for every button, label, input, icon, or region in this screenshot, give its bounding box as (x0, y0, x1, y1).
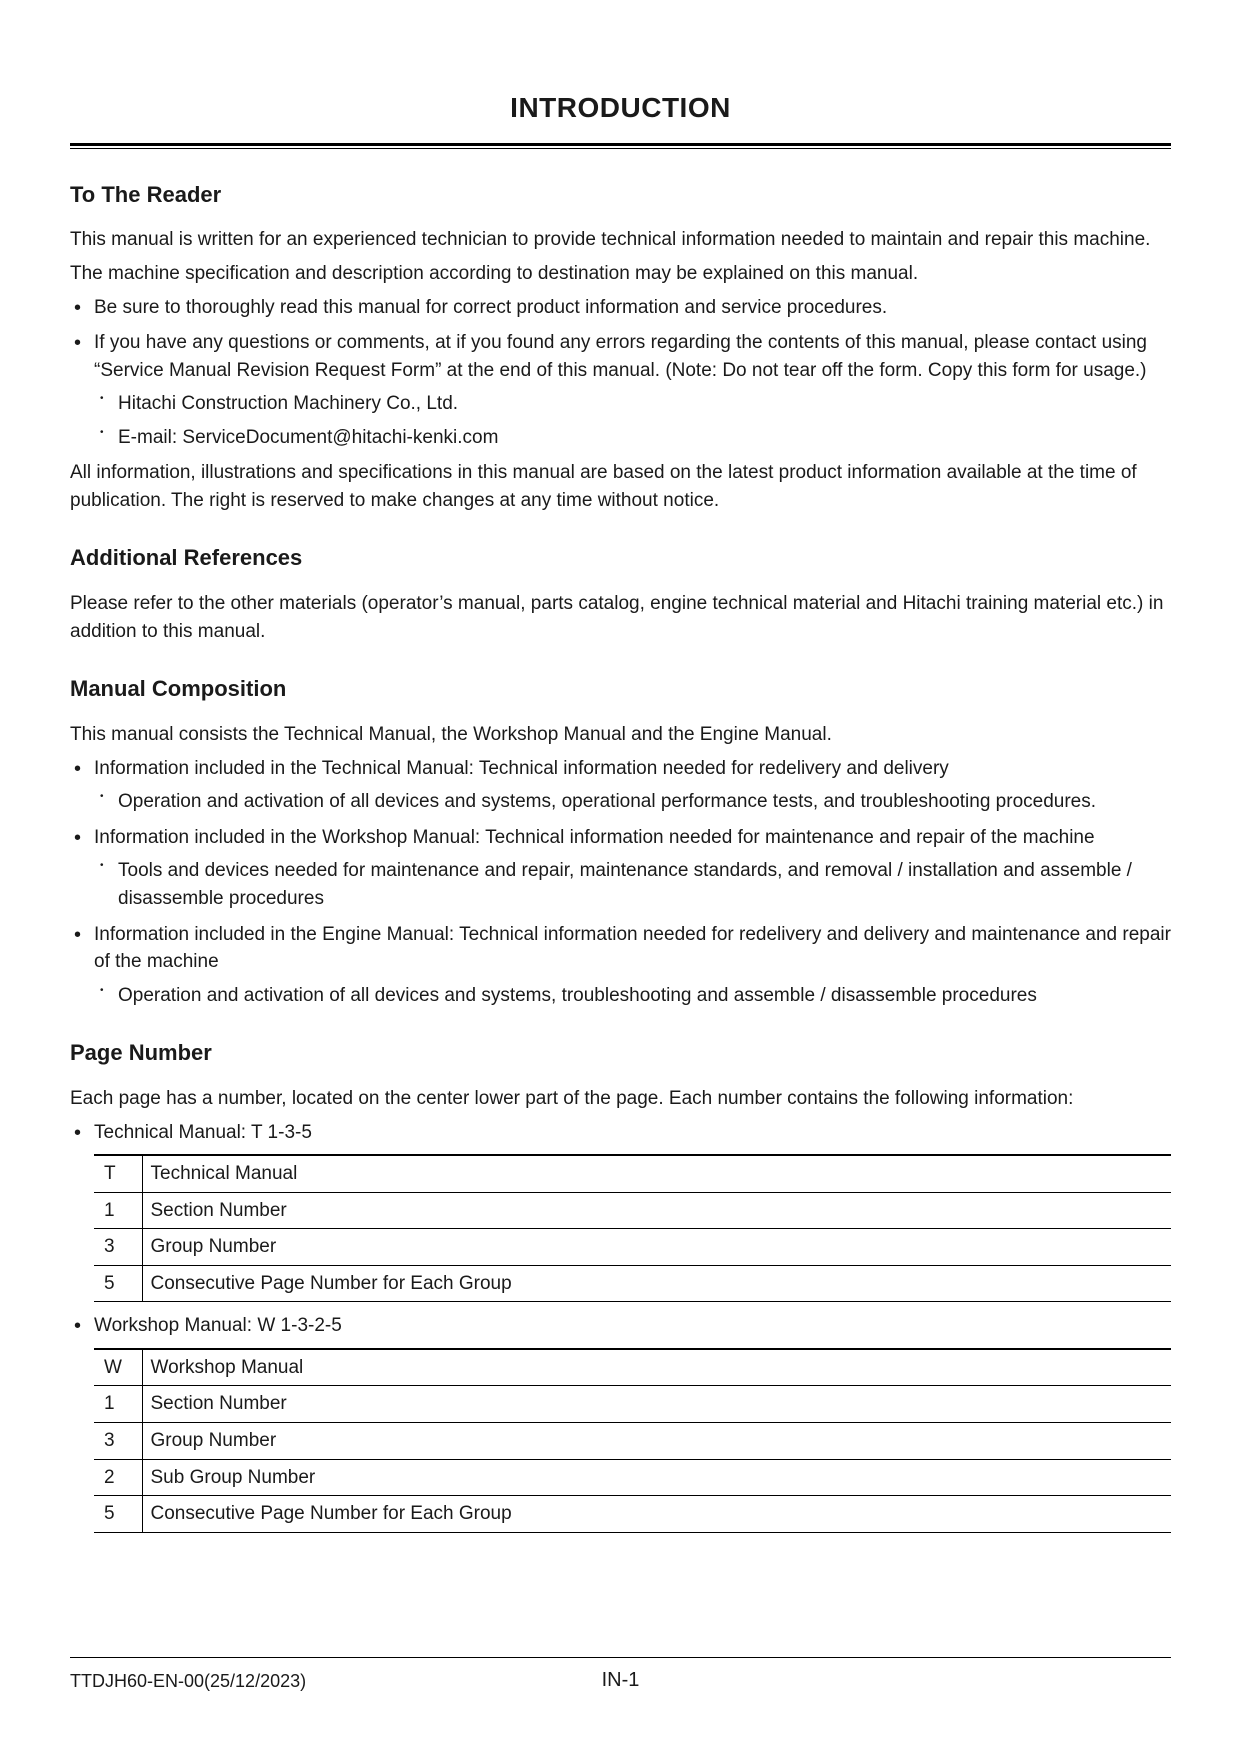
list-item-text: If you have any questions or comments, a… (94, 332, 1147, 381)
table-cell-desc: Section Number (142, 1386, 1171, 1423)
page-title: INTRODUCTION (70, 88, 1171, 143)
heading-page-number: Page Number (70, 1037, 1171, 1069)
paragraph: Each page has a number, located on the c… (70, 1085, 1171, 1113)
list-item-text: Be sure to thoroughly read this manual f… (94, 297, 887, 318)
table-row: 2Sub Group Number (94, 1459, 1171, 1496)
list-item: If you have any questions or comments, a… (70, 329, 1171, 451)
paragraph: This manual is written for an experience… (70, 226, 1171, 254)
heading-manual-composition: Manual Composition (70, 673, 1171, 705)
table-cell-code: 1 (94, 1386, 142, 1423)
page-number-table-technical: TTechnical Manual 1Section Number 3Group… (94, 1154, 1171, 1302)
table-cell-desc: Workshop Manual (142, 1349, 1171, 1386)
footer-doc-id: TTDJH60-EN-00(25/12/2023) (70, 1668, 306, 1694)
footer-rule (70, 1657, 1171, 1658)
table-row: 1Section Number (94, 1192, 1171, 1229)
table-row: 5Consecutive Page Number for Each Group (94, 1496, 1171, 1533)
heading-to-the-reader: To The Reader (70, 179, 1171, 211)
sub-list-item: Hitachi Construction Machinery Co., Ltd. (94, 390, 1171, 418)
table-cell-code: W (94, 1349, 142, 1386)
table-cell-desc: Sub Group Number (142, 1459, 1171, 1496)
sub-list-item: Operation and activation of all devices … (94, 788, 1171, 816)
page-number-table-workshop: WWorkshop Manual 1Section Number 3Group … (94, 1348, 1171, 1533)
table-cell-code: 3 (94, 1423, 142, 1460)
table-row: 3Group Number (94, 1423, 1171, 1460)
list-item-text: Workshop Manual: W 1-3-2-5 (94, 1315, 342, 1336)
sub-list-item: Operation and activation of all devices … (94, 982, 1171, 1010)
table-row: 1Section Number (94, 1386, 1171, 1423)
table-cell-desc: Group Number (142, 1229, 1171, 1266)
paragraph: This manual consists the Technical Manua… (70, 721, 1171, 749)
table-cell-desc: Section Number (142, 1192, 1171, 1229)
paragraph: Please refer to the other materials (ope… (70, 590, 1171, 645)
table-row: 3Group Number (94, 1229, 1171, 1266)
table-cell-desc: Consecutive Page Number for Each Group (142, 1496, 1171, 1533)
list-item-text: Technical Manual: T 1-3-5 (94, 1122, 312, 1143)
table-cell-code: 1 (94, 1192, 142, 1229)
list-item: Technical Manual: T 1-3-5 (70, 1119, 1171, 1147)
table-cell-code: T (94, 1155, 142, 1192)
table-cell-desc: Technical Manual (142, 1155, 1171, 1192)
title-rule-thin (70, 148, 1171, 149)
list-item: Information included in the Technical Ma… (70, 755, 1171, 816)
sub-list-item-text: Operation and activation of all devices … (118, 791, 1096, 812)
title-rule-thick (70, 143, 1171, 146)
table-cell-code: 2 (94, 1459, 142, 1496)
page-footer: TTDJH60-EN-00(25/12/2023) IN-1 (70, 1657, 1171, 1694)
paragraph: The machine specification and descriptio… (70, 260, 1171, 288)
list-item: Information included in the Workshop Man… (70, 824, 1171, 913)
sub-list-item: E-mail: ServiceDocument@hitachi-kenki.co… (94, 424, 1171, 452)
sub-list-item-text: Tools and devices needed for maintenance… (118, 860, 1132, 909)
list-item: Information included in the Engine Manua… (70, 921, 1171, 1010)
sub-list-item: Tools and devices needed for maintenance… (94, 857, 1171, 912)
table-row: WWorkshop Manual (94, 1349, 1171, 1386)
sub-list-item-text: E-mail: ServiceDocument@hitachi-kenki.co… (118, 427, 498, 448)
paragraph: All information, illustrations and speci… (70, 459, 1171, 514)
list-item-text: Information included in the Engine Manua… (94, 924, 1171, 973)
table-cell-code: 5 (94, 1496, 142, 1533)
table-row: TTechnical Manual (94, 1155, 1171, 1192)
table-cell-code: 3 (94, 1229, 142, 1266)
list-item: Be sure to thoroughly read this manual f… (70, 294, 1171, 322)
sub-list-item-text: Operation and activation of all devices … (118, 985, 1037, 1006)
table-row: 5Consecutive Page Number for Each Group (94, 1265, 1171, 1302)
table-cell-desc: Group Number (142, 1423, 1171, 1460)
table-cell-code: 5 (94, 1265, 142, 1302)
list-item-text: Information included in the Workshop Man… (94, 827, 1095, 848)
table-cell-desc: Consecutive Page Number for Each Group (142, 1265, 1171, 1302)
sub-list-item-text: Hitachi Construction Machinery Co., Ltd. (118, 393, 458, 414)
heading-additional-references: Additional References (70, 542, 1171, 574)
list-item: Workshop Manual: W 1-3-2-5 (70, 1312, 1171, 1340)
list-item-text: Information included in the Technical Ma… (94, 758, 949, 779)
